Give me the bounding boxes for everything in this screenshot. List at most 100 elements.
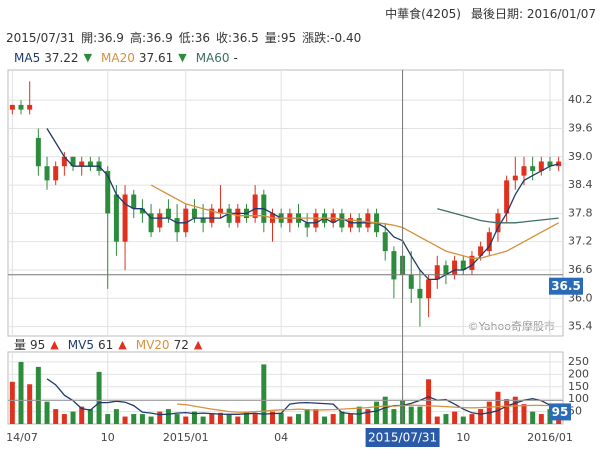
volume-bar [183,416,189,424]
legend-value: 61 [98,338,113,352]
candle-body [87,161,93,167]
candle-body [165,208,171,219]
volume-label: 95 [552,405,569,419]
legend-trend: ▲ [194,338,203,351]
candle-body [183,208,189,233]
y-tick-label: 35.4 [568,320,593,333]
legend-entry: MV20 72 ▲ [136,338,203,352]
candle-body [521,166,527,176]
candle-body [35,137,41,167]
candle-body [469,255,475,270]
candle-body [339,213,345,228]
volume-bar [157,411,163,424]
legend-entry: 量 95 ▲ [14,338,59,352]
volume-bar [261,364,267,424]
volume-bar [122,416,128,424]
x-tick-label: 2015/01 [163,431,209,444]
y-tick-label: 150 [568,380,589,393]
volume-bar [278,412,284,424]
legend-value: 72 [174,338,189,352]
legend-trend: ▲ [50,338,59,351]
info-item: 低:36 [179,31,210,45]
line-series [46,378,559,416]
crosshair-date-box [365,428,440,447]
candle-body [391,251,397,280]
volume-bar [391,409,397,424]
x-tick-label: 10 [456,431,470,444]
watermark: ©Yahoo奇摩股市 [468,319,555,333]
legend-trend: ▼ [178,51,187,64]
volume-bar [452,411,458,424]
volume-bar [235,416,241,424]
legend-name: MV20 [136,338,170,352]
volume-bar [217,412,223,424]
candle-body [53,166,59,181]
candle-body [226,208,232,223]
volume-bar [495,391,501,424]
legend-entry: MV5 61 ▲ [68,338,127,352]
candle-body [252,194,258,219]
x-tick-label: 2016/01 [527,431,573,444]
x-tick-label: 04 [274,431,288,444]
candle-body [174,218,180,233]
info-item: 開:36.9 [81,31,124,45]
volume-bar [469,414,475,424]
last-date: 最後日期: 2016/01/07 [471,7,596,21]
y-tick-label: 250 [568,355,589,368]
volume-bar [9,381,15,424]
candle-body [122,194,128,242]
legend-name: MA5 [14,51,40,65]
candle-body [79,161,85,167]
volume-bar [521,404,527,424]
volume-bar [35,366,41,424]
y-tick-label: 200 [568,367,589,380]
volume-bar [105,414,111,424]
volume-bar [226,414,232,424]
legend-name: MA60 [196,51,230,65]
candle-body [200,218,206,223]
candle-body [478,246,484,256]
candle-body [70,156,76,167]
line-series [437,208,559,224]
line-series [150,184,560,259]
volume-bar [443,414,449,424]
candle-body [61,156,67,167]
legend-value: 37.22 [44,51,78,65]
volume-bar [148,416,154,424]
candle-body [486,232,492,252]
volume-bar [304,409,310,424]
price-box [549,277,583,295]
volume-bar [27,384,33,424]
info-item: 量:95 [265,31,296,45]
line-series [177,403,559,413]
candle-body [131,194,137,209]
y-tick-label: 36.6 [568,263,593,276]
volume-bar [365,409,371,424]
info-item: 收:36.5 [216,31,259,45]
volume-bar [356,406,362,424]
volume-bar [504,399,510,424]
candle-body [365,213,371,228]
volume-bar [313,409,319,424]
volume-bar [269,411,275,424]
info-item: 高:36.9 [130,30,173,45]
volume-bar [512,396,518,424]
candle-body [44,166,50,181]
candle-body [417,288,423,299]
candle-body [105,170,111,214]
volume-bar [538,414,544,424]
volume-bar [460,416,466,424]
price-label: 36.5 [551,279,581,293]
candle-body [530,166,536,171]
y-tick-label: 50 [568,405,582,418]
legend-value: 37.61 [139,51,173,65]
volume-bar [139,414,145,424]
volume-bar [322,416,328,424]
legend-entry: MA20 37.61 ▼ [101,51,187,65]
candle-body [148,213,154,233]
header-date: 中華食(4205) 最後日期: 2016/01/07 [385,6,596,21]
info-item: 漲跌:-0.40 [302,30,361,45]
line-series [46,128,559,281]
candle-body [434,265,440,280]
